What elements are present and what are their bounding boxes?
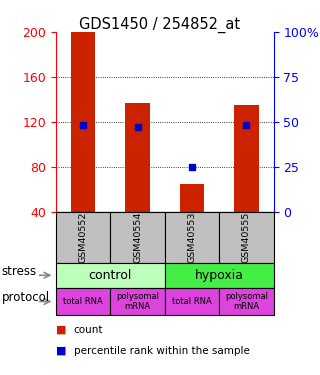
Text: stress: stress [2, 265, 37, 278]
Text: protocol: protocol [2, 291, 50, 304]
Text: count: count [74, 325, 103, 335]
Bar [180, 184, 204, 212]
Text: ■: ■ [56, 325, 67, 335]
Text: GSM40554: GSM40554 [133, 211, 142, 263]
Text: hypoxia: hypoxia [195, 269, 244, 282]
Text: percentile rank within the sample: percentile rank within the sample [74, 346, 250, 355]
Text: GSM40555: GSM40555 [242, 211, 251, 263]
Text: polysomal
mRNA: polysomal mRNA [116, 292, 159, 311]
Text: total RNA: total RNA [63, 297, 103, 306]
Text: control: control [89, 269, 132, 282]
Bar [125, 103, 150, 212]
Text: total RNA: total RNA [172, 297, 212, 306]
Bar [71, 32, 95, 212]
Text: ■: ■ [56, 346, 67, 355]
Text: GSM40552: GSM40552 [79, 211, 88, 263]
Text: GDS1450 / 254852_at: GDS1450 / 254852_at [79, 17, 241, 33]
Bar [234, 105, 259, 212]
Text: GSM40553: GSM40553 [188, 211, 196, 263]
Text: polysomal
mRNA: polysomal mRNA [225, 292, 268, 311]
